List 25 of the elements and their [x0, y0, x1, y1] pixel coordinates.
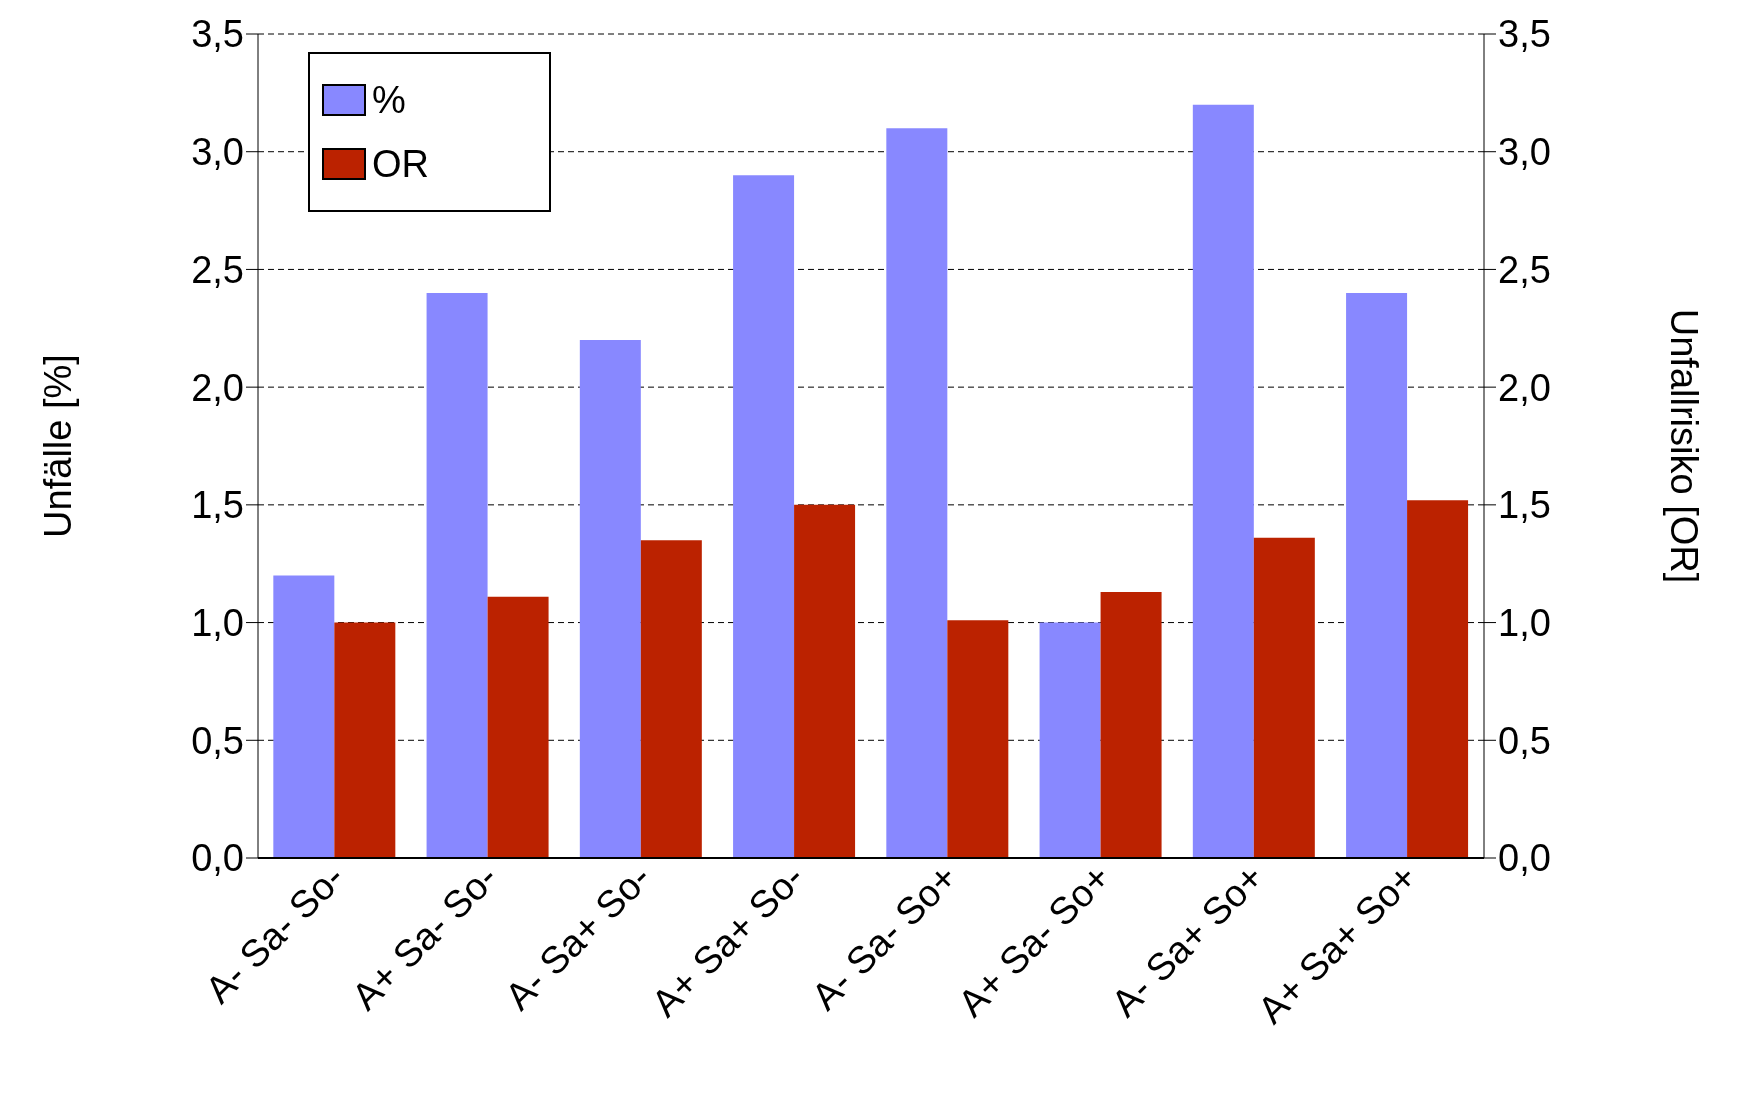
y-axis-title: Unfälle [%] [37, 354, 80, 538]
y2-tick-label: 2,5 [1498, 248, 1551, 291]
legend-label: OR [372, 142, 429, 186]
y2-tick-label: 1,5 [1498, 484, 1551, 527]
y2-tick-label: 0,5 [1498, 719, 1551, 762]
legend-label: % [372, 78, 406, 122]
y2-tick-label: 1,0 [1498, 602, 1551, 645]
y-tick-label: 0,5 [191, 719, 244, 762]
bar [886, 128, 948, 858]
y-tick-label: 2,5 [191, 248, 244, 291]
y-tick-label: 3,5 [191, 13, 244, 56]
y-tick-label: 1,0 [191, 602, 244, 645]
y2-axis-title: Unfallrisiko [OR] [1662, 308, 1705, 584]
y-tick-label: 3,0 [191, 131, 244, 174]
y2-tick-label: 3,0 [1498, 131, 1551, 174]
y-tick-label: 0,0 [191, 837, 244, 880]
y-tick-label: 2,0 [191, 366, 244, 409]
bar [426, 292, 488, 858]
y2-tick-label: 3,5 [1498, 13, 1551, 56]
x-tick-label: A+ Sa- So- [343, 855, 506, 1018]
y2-tick-label: 2,0 [1498, 366, 1551, 409]
bar [947, 620, 1009, 858]
bar [1192, 104, 1254, 858]
y-tick-label: 1,5 [191, 484, 244, 527]
y2-tick-label: 0,0 [1498, 837, 1551, 880]
